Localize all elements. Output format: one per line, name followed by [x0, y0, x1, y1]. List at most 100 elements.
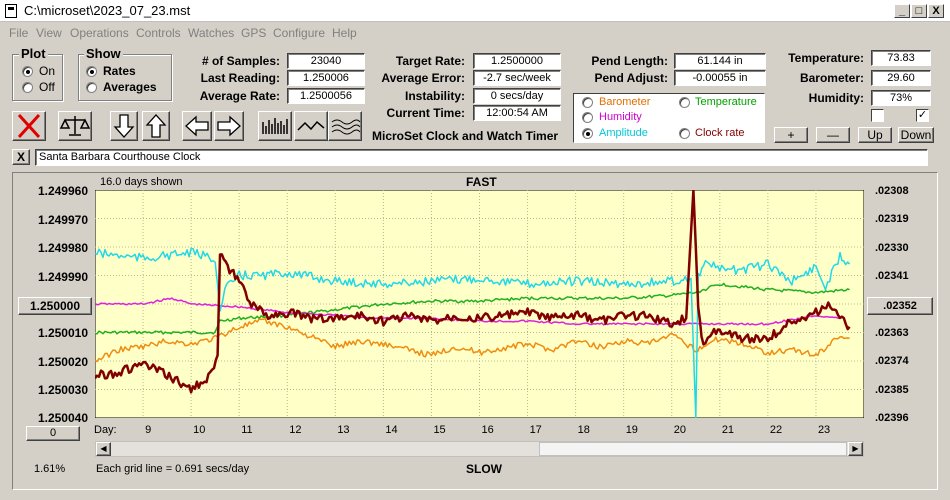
x-tick-label: 19	[625, 424, 638, 436]
x-tick-label: 10	[193, 424, 206, 436]
scroll-down-button[interactable]	[110, 111, 138, 141]
menu-bar: File View Operations Controls Watches GP…	[0, 22, 950, 42]
x-tick-label: 14	[385, 424, 398, 436]
y-tick-label: 1.250020	[37, 355, 88, 369]
plus-button[interactable]: +	[774, 127, 808, 143]
show-rates-radio[interactable]	[86, 66, 97, 77]
plot-group	[12, 54, 63, 101]
arrow-up-icon	[145, 114, 167, 138]
right-tick-label: .02396	[875, 412, 909, 424]
percent-label: 1.61%	[34, 463, 66, 475]
menu-controls[interactable]: Controls	[136, 26, 181, 40]
show-rates-label: Rates	[103, 64, 136, 78]
y-tick-label: 1.249980	[37, 241, 88, 255]
scroll-left-arrow[interactable]: ◀	[96, 442, 111, 456]
target-rate-field[interactable]: 1.2500000	[473, 53, 561, 69]
checkbox-left[interactable]	[871, 109, 884, 122]
menu-configure[interactable]: Configure	[273, 26, 326, 40]
x-tick-label: 16	[481, 424, 494, 436]
checkbox-right[interactable]: ✓	[916, 109, 929, 122]
x-tick-label: 23	[817, 424, 831, 436]
histogram-button[interactable]	[258, 111, 292, 141]
legend-barometer-radio[interactable]	[582, 97, 593, 108]
y-tick-label: 1.249990	[37, 270, 88, 284]
app-icon	[5, 4, 17, 18]
plot-group-label: Plot	[19, 46, 48, 61]
down-button[interactable]: Down	[898, 127, 934, 143]
average-rate-label: Average Rate:	[199, 89, 280, 103]
minus-button[interactable]: —	[816, 127, 850, 143]
window-title: C:\microset\2023_07_23.mst	[24, 3, 191, 18]
balance-button[interactable]	[58, 111, 92, 141]
legend-humidity-radio[interactable]	[582, 112, 593, 123]
y-tick-label: 1.250010	[37, 326, 88, 340]
menu-file[interactable]: File	[9, 26, 29, 40]
instability-label: Instability:	[404, 89, 465, 103]
scroll-right-arrow[interactable]: ▶	[848, 442, 863, 456]
x-tick-label: 21	[721, 424, 735, 436]
legend-amplitude-radio[interactable]	[582, 128, 593, 139]
plot-off-label: Off	[39, 80, 55, 94]
right-center-button[interactable]: .02352	[867, 297, 933, 315]
menu-operations[interactable]: Operations	[70, 26, 129, 40]
center-rate-button[interactable]: 1.250000	[18, 297, 92, 315]
line-plot-button[interactable]	[294, 111, 328, 141]
last-reading-label: Last Reading:	[200, 71, 280, 85]
samples-label: # of Samples:	[201, 54, 280, 68]
up-button[interactable]: Up	[858, 127, 892, 143]
show-group-label: Show	[84, 46, 123, 61]
menu-help[interactable]: Help	[332, 26, 357, 40]
x-tick-label: 9	[145, 424, 152, 436]
humidity-field: 73%	[871, 90, 931, 106]
series-line-barometer	[95, 317, 850, 363]
clock-name-field[interactable]: Santa Barbara Courthouse Clock	[35, 149, 928, 166]
plot-on-label: On	[39, 64, 56, 78]
scroll-up-button[interactable]	[142, 111, 170, 141]
clear-clock-name-button[interactable]: X	[12, 149, 30, 165]
minimize-button[interactable]: _	[894, 4, 910, 18]
close-button[interactable]: X	[928, 4, 944, 18]
x-tick-label: 13	[337, 424, 350, 436]
right-tick-label: .02330	[875, 242, 909, 254]
series-line-amplitude	[95, 247, 851, 418]
right-tick-label: .02363	[875, 327, 909, 339]
show-averages-radio[interactable]	[86, 82, 97, 93]
menu-gps[interactable]: GPS	[241, 26, 267, 40]
scrollbar-thumb[interactable]	[539, 442, 847, 456]
app-name: MicroSet Clock and Watch Timer	[372, 129, 559, 143]
line-graph-icon	[297, 120, 325, 131]
zero-button[interactable]: 0	[26, 426, 80, 441]
scroll-right-button[interactable]	[214, 111, 244, 141]
plot-off-radio[interactable]	[22, 82, 33, 93]
menu-watches[interactable]: Watches	[188, 26, 235, 40]
menu-view[interactable]: View	[36, 26, 62, 40]
legend-temperature-label: Temperature	[695, 96, 757, 108]
histogram-icon	[262, 118, 288, 134]
target-rate-label: Target Rate:	[395, 54, 465, 68]
humidity-label: Humidity:	[808, 91, 864, 105]
current-time-label: Current Time:	[386, 106, 465, 120]
maximize-button[interactable]: □	[911, 4, 927, 18]
arrow-left-icon	[185, 115, 209, 137]
x-tick-label: 17	[529, 424, 542, 436]
last-reading-field: 1.250006	[287, 70, 365, 86]
wave-icon	[331, 119, 361, 135]
legend-temperature-radio[interactable]	[679, 97, 690, 108]
series-line-clock	[95, 190, 851, 394]
y-tick-label: 1.250040	[37, 411, 88, 425]
series-line-temperature	[95, 282, 850, 335]
pend-adjust-field: -0.00055 in	[674, 70, 766, 86]
right-tick-label: .02374	[875, 355, 909, 367]
wave-plot-button[interactable]	[328, 111, 362, 141]
legend-clock-rate-radio[interactable]	[679, 128, 690, 139]
stop-button[interactable]	[12, 111, 46, 141]
x-tick-label: 22	[769, 424, 783, 436]
plot-on-radio[interactable]	[22, 66, 33, 77]
grid-note: Each grid line = 0.691 secs/day	[96, 463, 250, 475]
scroll-left-button[interactable]	[182, 111, 212, 141]
days-shown-label: 16.0 days shown	[100, 176, 183, 188]
temperature-label: Temperature:	[788, 51, 864, 65]
right-tick-label: .02308	[875, 185, 909, 197]
red-x-icon	[17, 113, 41, 139]
time-scrollbar[interactable]: ◀ ▶	[95, 441, 864, 457]
